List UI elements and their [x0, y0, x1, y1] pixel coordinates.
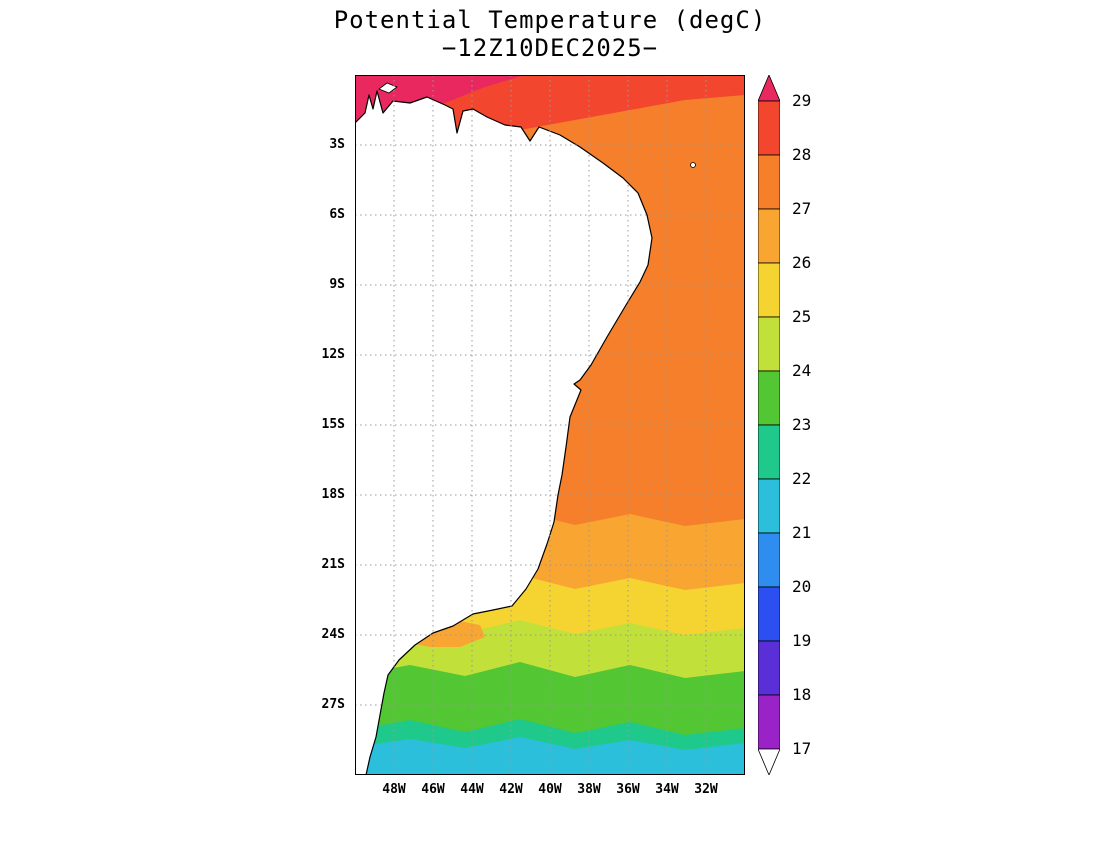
lon-tick-label: 32W — [694, 782, 718, 797]
lon-tick-label: 48W — [382, 782, 406, 797]
colorbar-seg-27-28 — [758, 154, 780, 210]
colorbar-label: 18 — [792, 685, 812, 704]
colorbar-seg-21-22 — [758, 478, 780, 534]
lat-tick-label: 9S — [329, 277, 345, 292]
colorbar-over-arrow — [758, 75, 780, 102]
colorbar-seg-18-19 — [758, 640, 780, 696]
lat-tick-label: 24S — [321, 627, 345, 642]
lon-tick-label: 46W — [421, 782, 445, 797]
offshore-island — [690, 162, 696, 168]
brazil-landmass — [354, 90, 653, 776]
lat-tick-label: 3S — [329, 137, 345, 152]
colorbar-seg-17-18 — [758, 694, 780, 750]
colorbar-label: 23 — [792, 415, 812, 434]
colorbar-label: 17 — [792, 739, 812, 758]
colorbar-under-arrow — [758, 748, 780, 775]
lat-tick-label: 27S — [321, 697, 345, 712]
colorbar-label: 22 — [792, 469, 812, 488]
temperature-map-svg — [354, 75, 745, 776]
lat-tick-label: 6S — [329, 207, 345, 222]
colorbar-seg-19-20 — [758, 586, 780, 642]
colorbar-label: 29 — [792, 91, 812, 110]
colorbar-label: 20 — [792, 577, 812, 596]
chart-subtitle: −12Z10DEC2025− — [441, 34, 659, 62]
grid-lines — [355, 75, 745, 775]
lat-tick-label: 18S — [321, 487, 345, 502]
lat-tick-label: 21S — [321, 557, 345, 572]
colorbar-seg-25-26 — [758, 262, 780, 318]
colorbar-label: 28 — [792, 145, 812, 164]
lon-tick-label: 34W — [655, 782, 679, 797]
colorbar-seg-20-21 — [758, 532, 780, 588]
colorbar — [758, 75, 780, 775]
colorbar-seg-24-25 — [758, 316, 780, 372]
chart-title: Potential Temperature (degC) — [333, 6, 767, 34]
colorbar-seg-28-29 — [758, 100, 780, 156]
delta-island — [378, 82, 398, 94]
lon-tick-label: 44W — [460, 782, 484, 797]
colorbar-seg-26-27 — [758, 208, 780, 264]
colorbar-label: 27 — [792, 199, 812, 218]
lon-tick-label: 42W — [499, 782, 523, 797]
colorbar-seg-22-23 — [758, 424, 780, 480]
colorbar-seg-23-24 — [758, 370, 780, 426]
lon-tick-label: 40W — [538, 782, 562, 797]
lon-tick-label: 36W — [616, 782, 640, 797]
lat-tick-label: 15S — [321, 417, 345, 432]
colorbar-label: 19 — [792, 631, 812, 650]
map-canvas — [354, 75, 745, 776]
colorbar-label: 21 — [792, 523, 812, 542]
map-border — [355, 75, 745, 775]
lat-tick-label: 12S — [321, 347, 345, 362]
colorbar-label: 24 — [792, 361, 812, 380]
colorbar-label: 26 — [792, 253, 812, 272]
colorbar-label: 25 — [792, 307, 812, 326]
lon-tick-label: 38W — [577, 782, 601, 797]
